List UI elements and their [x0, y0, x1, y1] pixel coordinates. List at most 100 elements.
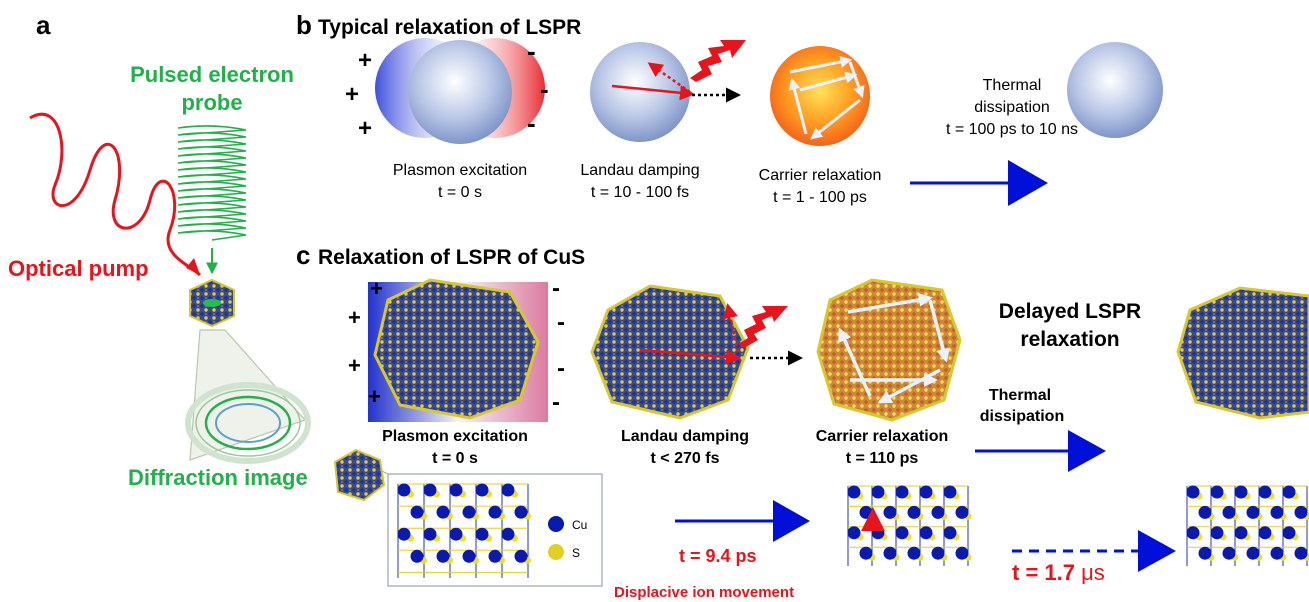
- panel-c-letter: c: [296, 240, 310, 270]
- cu-atom: [1294, 505, 1308, 519]
- optical-pump-label: Optical pump: [8, 256, 149, 281]
- cu-atom: [475, 483, 489, 497]
- stage-c3-name: Carrier relaxation: [816, 428, 949, 445]
- cu-atom: [462, 505, 476, 519]
- cu-atom: [1210, 485, 1224, 499]
- cu-atom: [1282, 526, 1296, 540]
- cu-atom: [847, 485, 861, 499]
- minus-sign: -: [557, 355, 565, 382]
- cu-atom: [1222, 546, 1236, 560]
- cu-atom: [1270, 546, 1284, 560]
- minus-sign: -: [527, 108, 536, 138]
- stage-b1-name: Plasmon excitation: [393, 162, 527, 179]
- panel-c-title: Relaxation of LSPR of CuS: [318, 246, 585, 269]
- cu-atom: [1258, 526, 1272, 540]
- cu-atom: [895, 526, 909, 540]
- plus-sign: +: [345, 81, 359, 108]
- plus-sign: +: [370, 276, 383, 301]
- minus-sign: -: [557, 309, 565, 336]
- stage-c2-time: t < 270 fs: [651, 450, 720, 467]
- cu-atom: [397, 483, 411, 497]
- cool-sphere-b: [1067, 42, 1163, 138]
- blue-arrow-c-ion: [773, 500, 810, 542]
- cu-atom: [1198, 546, 1212, 560]
- photon-zigzag-icon: [738, 306, 788, 348]
- cu-atom: [847, 526, 861, 540]
- cu-atom: [1246, 505, 1260, 519]
- time-long-prefix: t = 1.7: [1012, 560, 1081, 585]
- thermal-c-line1: Thermal: [989, 387, 1051, 404]
- cu-atom: [423, 483, 437, 497]
- thermal-b-line1: Thermal: [983, 77, 1042, 94]
- landau-sphere-b: [590, 42, 690, 142]
- lattice-inset-box: [387, 473, 603, 587]
- thermal-c-line2: dissipation: [980, 408, 1064, 425]
- plus-sign: +: [368, 384, 381, 409]
- displacive-label: Displacive ion movement: [614, 584, 794, 601]
- cu-atom: [907, 546, 921, 560]
- panel-b-title: Typical relaxation of LSPR: [318, 16, 581, 39]
- stage-b2-time: t = 10 - 100 fs: [591, 184, 689, 201]
- stage-c1-name: Plasmon excitation: [382, 428, 528, 445]
- cu-atom: [859, 546, 873, 560]
- cu-atom: [943, 526, 957, 540]
- cu-atom: [436, 505, 450, 519]
- delayed-lspr-line2: relaxation: [1020, 328, 1119, 351]
- cu-atom: [1258, 485, 1272, 499]
- s-atom-icon: [548, 544, 564, 560]
- cu-atom: [488, 505, 502, 519]
- cu-atom: [1270, 505, 1284, 519]
- panel-b-letter: b: [296, 10, 312, 40]
- cu-atom: [1234, 526, 1248, 540]
- cu-atom: [931, 505, 945, 519]
- cu-atom: [919, 485, 933, 499]
- time-ion-label: t = 9.4 ps: [679, 546, 757, 566]
- cu-atom: [859, 505, 873, 519]
- cus-crystal-c1: [373, 278, 540, 420]
- cu-atom: [1222, 505, 1236, 519]
- blue-arrow-c-thermal: [1068, 430, 1106, 472]
- plus-sign: +: [358, 115, 372, 142]
- cus-crystal-c4: [1176, 286, 1309, 420]
- stage-b3-name: Carrier relaxation: [759, 167, 882, 184]
- thermal-b-line2: dissipation: [974, 99, 1050, 116]
- cu-atom: [501, 483, 515, 497]
- cu-atom: [1246, 546, 1260, 560]
- cu-atom: [436, 549, 450, 563]
- blue-arrow-b: [1008, 160, 1048, 206]
- diffraction-rings-icon: [185, 382, 311, 464]
- cu-atom: [1186, 526, 1200, 540]
- cu-atom: [462, 549, 476, 563]
- diffraction-image-label: Diffraction image: [128, 465, 308, 490]
- plasmon-sphere-b: [375, 38, 545, 144]
- photon-zigzag-icon: [690, 40, 746, 82]
- lattice-c-right: [1186, 485, 1309, 566]
- cu-atom: [883, 546, 897, 560]
- time-long-label: t = 1.7 μs: [1012, 560, 1105, 585]
- cu-atom: [488, 549, 502, 563]
- minus-sign: -: [527, 36, 536, 66]
- plus-sign: +: [348, 305, 361, 330]
- cu-atom: [943, 485, 957, 499]
- delayed-lspr-line1: Delayed LSPR: [999, 300, 1141, 323]
- cu-atom: [1234, 485, 1248, 499]
- thermal-b-time: t = 100 ps to 10 ns: [946, 121, 1078, 138]
- blue-dashed-arrow-c: [1138, 530, 1176, 572]
- stage-c3-time: t = 110 ps: [846, 450, 919, 467]
- minus-sign: -: [540, 74, 549, 104]
- electron-probe-label-line1: Pulsed electron: [130, 62, 294, 87]
- cu-atom: [955, 546, 969, 560]
- minus-sign: -: [552, 389, 560, 416]
- optical-pump-wave-icon: [29, 112, 202, 277]
- cu-atom: [1294, 546, 1308, 560]
- cu-atom: [1186, 485, 1200, 499]
- cu-atom: [955, 505, 969, 519]
- electron-probe-label-line2: probe: [181, 90, 242, 115]
- cu-atom: [931, 546, 945, 560]
- cu-atom: [410, 505, 424, 519]
- cu-atom-icon: [548, 516, 564, 532]
- cu-atom: [919, 526, 933, 540]
- cu-atom: [1210, 526, 1224, 540]
- cu-atom: [449, 527, 463, 541]
- stage-b3-time: t = 1 - 100 ps: [773, 189, 867, 206]
